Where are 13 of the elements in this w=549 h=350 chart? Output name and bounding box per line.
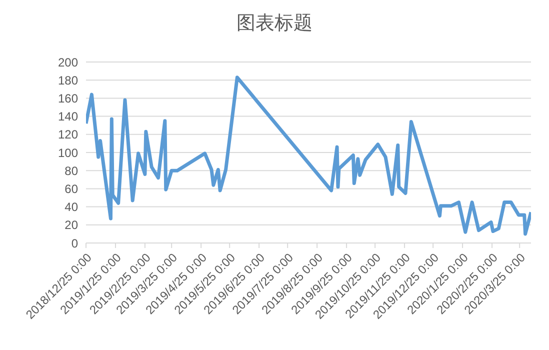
y-tick-label: 20 (64, 218, 78, 232)
y-tick-label: 60 (64, 182, 78, 196)
y-tick-label: 40 (64, 200, 78, 214)
chart-title: 图表标题 (236, 12, 314, 36)
line-series (86, 76, 531, 236)
y-tick-label: 0 (71, 236, 78, 250)
y-tick-label: 180 (58, 73, 78, 88)
y-tick-label: 140 (58, 110, 78, 124)
y-tick-label: 160 (58, 91, 78, 106)
y-tick-label: 100 (58, 146, 78, 160)
y-tick-label: 120 (58, 128, 78, 142)
y-tick-label: 200 (58, 55, 78, 70)
y-tick-label: 80 (64, 164, 78, 178)
